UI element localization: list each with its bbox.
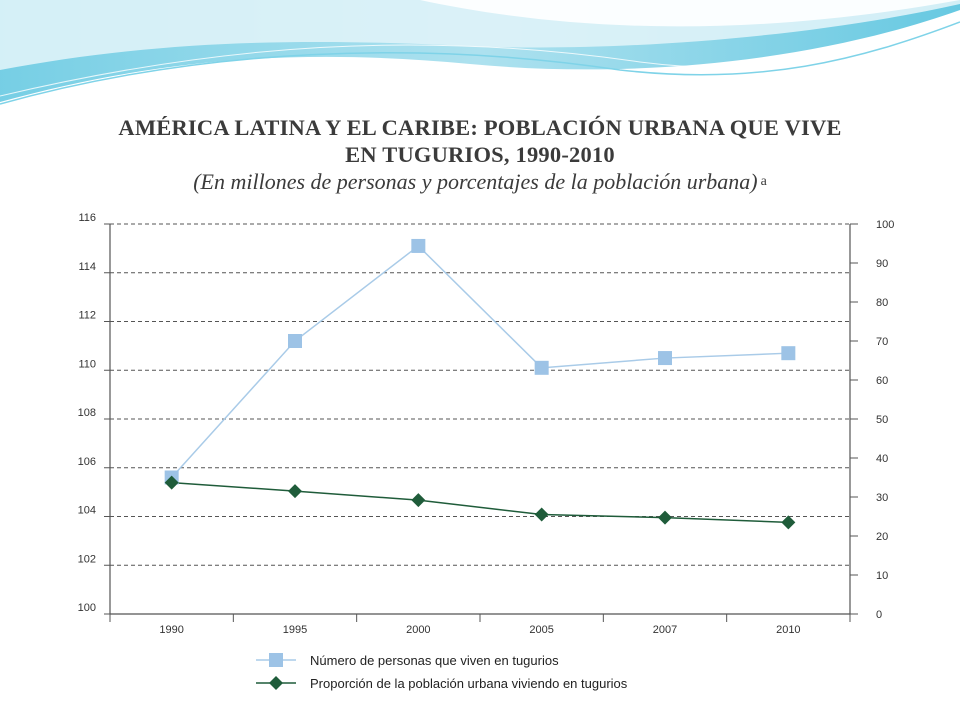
series-share-marker <box>411 493 426 508</box>
series-people-marker <box>534 360 549 375</box>
right-axis-tick-label: 90 <box>876 258 888 270</box>
right-axis-tick-label: 80 <box>876 297 888 309</box>
left-axis-tick-label: 106 <box>78 456 96 468</box>
x-axis-tick-label: 2000 <box>406 624 430 636</box>
right-axis-tick-label: 50 <box>876 414 888 426</box>
left-axis-tick-label: 108 <box>78 407 96 419</box>
right-axis-tick-label: 100 <box>876 219 894 231</box>
chart-subtitle: (En millones de personas y porcentajes d… <box>42 169 918 199</box>
left-axis-tick-label: 104 <box>78 505 96 517</box>
x-axis-tick-label: 1995 <box>283 624 307 636</box>
legend-share-label: Proporción de la población urbana vivien… <box>310 676 628 691</box>
series-people-marker <box>288 334 302 348</box>
series-people-marker <box>781 346 796 361</box>
x-axis-tick-label: 2010 <box>776 624 800 636</box>
left-axis-tick-label: 114 <box>78 261 96 273</box>
left-axis-tick-label: 100 <box>78 602 96 614</box>
left-axis-tick-label: 102 <box>78 553 96 565</box>
right-axis-tick-label: 10 <box>876 570 888 582</box>
header-wave-decoration <box>0 0 960 105</box>
right-axis-tick-label: 30 <box>876 492 888 504</box>
left-axis-tick-label: 116 <box>78 212 96 224</box>
legend-share-marker <box>269 676 283 690</box>
legend-people-marker <box>269 653 283 667</box>
series-share-marker <box>164 475 179 490</box>
right-axis-tick-label: 0 <box>876 609 882 621</box>
series-share-marker <box>781 515 796 530</box>
chart-subtitle-text: (En millones de personas y porcentajes d… <box>193 169 758 194</box>
series-people-line <box>171 244 789 479</box>
series-people-marker <box>658 351 672 366</box>
chart-title: AMÉRICA LATINA Y EL CARIBE: POBLACIÓN UR… <box>42 114 918 168</box>
series-share-marker <box>288 484 302 499</box>
chart-title-line2: EN TUGURIOS, 1990-2010 <box>345 142 615 167</box>
right-axis-tick-label: 70 <box>876 336 888 348</box>
chart-title-line1: AMÉRICA LATINA Y EL CARIBE: POBLACIÓN UR… <box>118 115 842 140</box>
right-axis-tick-label: 60 <box>876 375 888 387</box>
chart-header: AMÉRICA LATINA Y EL CARIBE: POBLACIÓN UR… <box>42 114 918 199</box>
series-share-line <box>171 481 789 524</box>
series-share-marker <box>658 510 672 525</box>
chart-panel <box>42 104 918 696</box>
right-axis-tick-label: 40 <box>876 453 888 465</box>
note-marker: a <box>760 174 767 189</box>
right-axis-tick-label: 20 <box>876 531 888 543</box>
x-axis-tick-label: 1990 <box>159 624 183 636</box>
legend-people-label: Número de personas que viven en tugurios <box>310 653 559 668</box>
left-axis-tick-label: 110 <box>78 358 96 370</box>
series-people-marker <box>411 238 426 253</box>
x-axis-tick-label: 2007 <box>653 624 677 636</box>
series-share-marker <box>534 507 549 522</box>
left-axis-tick-label: 112 <box>78 310 96 322</box>
x-axis-tick-label: 2005 <box>529 624 553 636</box>
